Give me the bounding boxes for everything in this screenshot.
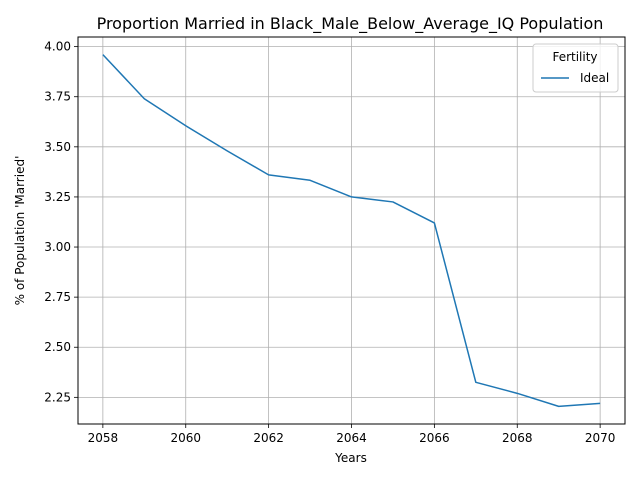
x-tick-label: 2058 (88, 431, 119, 445)
legend-box (532, 43, 619, 93)
series-line-ideal (102, 54, 601, 408)
x-tick-label: 2060 (170, 431, 201, 445)
x-tick-label: 2062 (253, 431, 284, 445)
legend-label-ideal: Ideal (580, 71, 609, 85)
y-tick-label: 4.00 (44, 40, 71, 54)
legend-title: Fertility (552, 50, 597, 64)
y-tick-label: 2.75 (44, 290, 71, 304)
y-tick-label: 3.25 (44, 190, 71, 204)
x-tick-label: 2068 (502, 431, 533, 445)
y-tick-label: 3.00 (44, 240, 71, 254)
y-tick-label: 3.75 (44, 90, 71, 104)
y-tick-label: 3.50 (44, 140, 71, 154)
y-tick-label: 2.50 (44, 340, 71, 354)
series-lines (102, 54, 601, 408)
y-tick-label: 2.25 (44, 390, 71, 404)
chart-title: Proportion Married in Black_Male_Below_A… (97, 14, 604, 34)
x-tick-label: 2066 (419, 431, 450, 445)
x-axis-label: Years (334, 451, 367, 465)
x-tick-label: 2070 (585, 431, 616, 445)
grid-lines (78, 37, 625, 424)
plot-frame (77, 36, 626, 425)
legend: Fertility Ideal (532, 43, 619, 93)
x-tick-label: 2064 (336, 431, 367, 445)
y-axis-label: % of Population 'Married' (13, 156, 27, 306)
axis-ticks: 2058 2060 2062 2064 2066 2068 2070 2.25 2.50 2.75… (44, 40, 615, 445)
